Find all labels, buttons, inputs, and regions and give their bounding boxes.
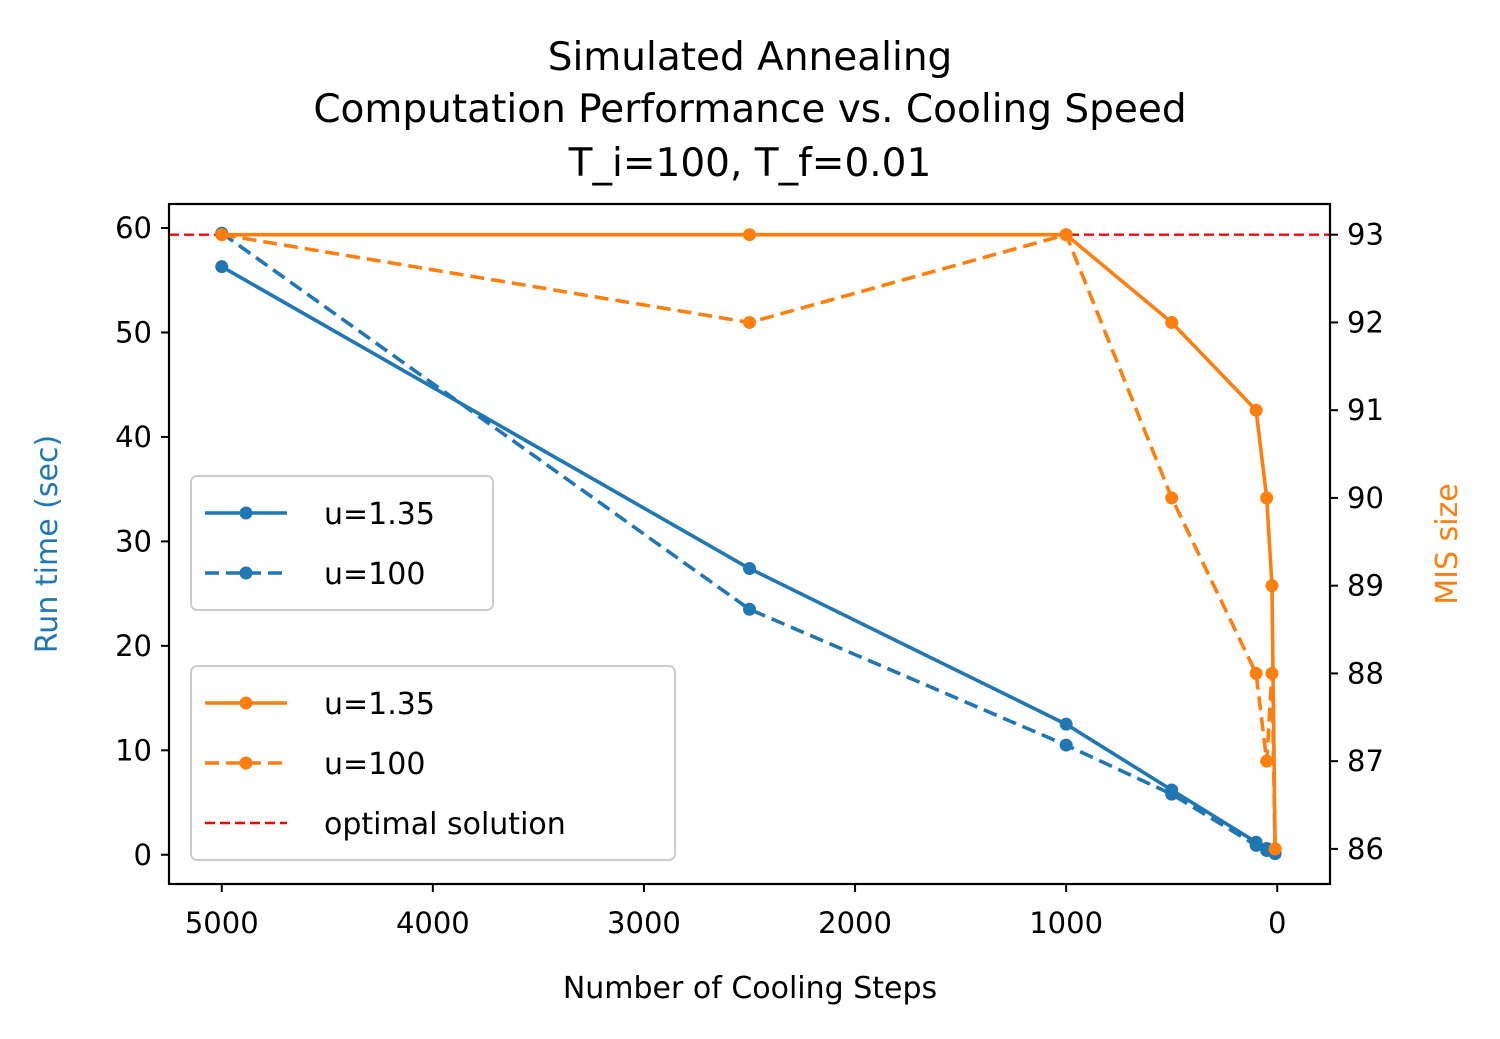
plot-frame <box>167 202 1332 886</box>
x-tick-label: 2000 <box>818 906 892 940</box>
y-right-tick-label: 89 <box>1347 569 1384 603</box>
y-left-tick-label: 10 <box>115 733 152 767</box>
y-right-tick-label: 87 <box>1347 744 1384 778</box>
y-left-tick-label: 20 <box>115 629 152 663</box>
runtime-u135-point <box>215 260 229 274</box>
mis-u135-point <box>1260 491 1274 505</box>
y-left-tick-label: 60 <box>115 211 152 245</box>
legend-mis: u=1.35 u=100 optimal solution <box>190 665 676 861</box>
y-left-tick-label: 40 <box>115 420 152 454</box>
mis-u100-point <box>1249 666 1263 680</box>
runtime-u135-point <box>743 562 756 576</box>
chart-title-line-3: T_i=100, T_f=0.01 <box>568 141 932 186</box>
mis-u135-point <box>1249 403 1263 417</box>
y-right-tick-label: 90 <box>1347 481 1384 515</box>
mis-u100-line <box>221 232 1277 849</box>
mis-u100-point <box>1265 666 1279 680</box>
runtime-u100-point <box>1059 738 1073 752</box>
chart-title: Simulated Annealing Computation Performa… <box>313 35 1186 186</box>
y-axis-right-label: MIS size <box>1430 483 1465 604</box>
y-right-tick-label: 93 <box>1347 218 1384 252</box>
mis-u135-line <box>221 232 1277 849</box>
mis-u100-point <box>215 228 229 242</box>
mis-u100-point <box>1059 228 1073 242</box>
legend-marker <box>239 506 253 520</box>
plot-marks <box>169 226 1330 861</box>
runtime-u100-point <box>1165 787 1179 801</box>
x-tick-label: 4000 <box>396 906 470 940</box>
legend-runtime: u=1.35 u=100 <box>190 475 494 611</box>
legend-label: optimal solution <box>324 807 566 842</box>
mis-u100-point <box>1165 491 1179 505</box>
legend-box <box>190 665 676 861</box>
y-axis-left: 0 10 20 30 40 50 60 <box>115 211 169 872</box>
chart-title-line-2: Computation Performance vs. Cooling Spee… <box>313 87 1186 132</box>
y-left-tick-label: 0 <box>134 838 152 872</box>
mis-u100-point <box>743 315 756 329</box>
x-axis: 5000 4000 3000 2000 1000 0 <box>185 884 1286 940</box>
legend-label: u=1.35 <box>324 497 435 532</box>
mis-u135-point <box>743 228 756 242</box>
legend-label: u=100 <box>324 747 425 782</box>
legend-marker <box>239 696 253 710</box>
y-axis-right: 86 87 88 89 90 91 92 93 <box>1330 218 1384 866</box>
x-tick-label: 5000 <box>185 906 259 940</box>
x-tick-label: 1000 <box>1029 906 1103 940</box>
legend-label: u=1.35 <box>324 687 435 722</box>
x-tick-label: 0 <box>1268 906 1286 940</box>
runtime-u100-point <box>743 602 756 616</box>
mis-u135-point <box>1265 579 1279 593</box>
mis-u135-point <box>1165 315 1179 329</box>
y-right-tick-label: 88 <box>1347 656 1384 690</box>
y-right-tick-label: 91 <box>1347 393 1384 427</box>
y-left-tick-label: 30 <box>115 524 152 558</box>
legend-marker <box>239 756 253 770</box>
legend-label: u=100 <box>324 557 425 592</box>
y-axis-left-label: Run time (sec) <box>30 435 65 653</box>
legend-box <box>190 475 494 611</box>
runtime-u135-point <box>1059 717 1073 731</box>
mis-u100-point <box>1268 842 1282 856</box>
legend-marker <box>239 566 253 580</box>
y-right-tick-label: 92 <box>1347 305 1384 339</box>
y-left-tick-label: 50 <box>115 315 152 349</box>
y-right-tick-label: 86 <box>1347 832 1384 866</box>
runtime-u100-point <box>1249 838 1263 852</box>
chart-title-line-1: Simulated Annealing <box>548 35 953 80</box>
x-axis-label: Number of Cooling Steps <box>563 971 937 1006</box>
mis-u100-point <box>1260 754 1274 768</box>
x-tick-label: 3000 <box>607 906 681 940</box>
